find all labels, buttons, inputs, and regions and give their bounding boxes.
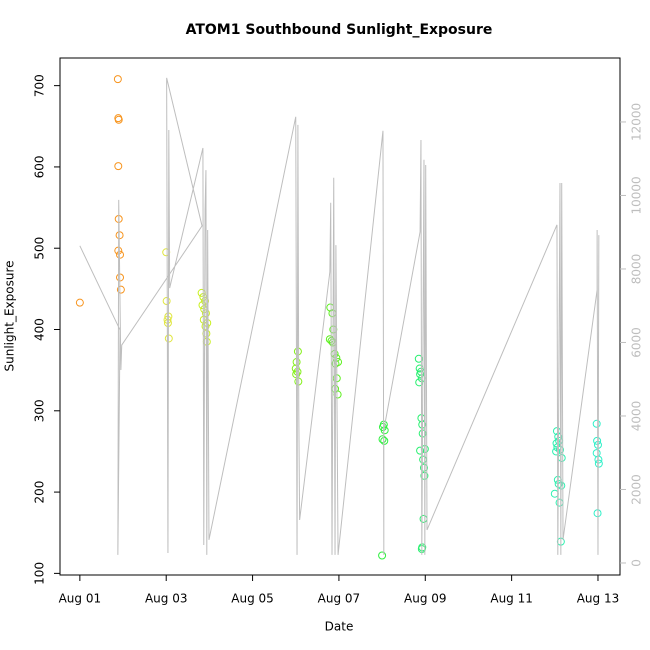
point (116, 250, 125, 259)
point (557, 453, 566, 462)
point (419, 455, 428, 464)
x-tick-label: Aug 03 (145, 592, 188, 606)
point (378, 551, 387, 560)
point (593, 436, 602, 445)
y-tick-label: 200 (33, 481, 47, 504)
x-tick-label: Aug 13 (577, 592, 620, 606)
point (592, 419, 601, 428)
point (594, 459, 603, 468)
plot-box (59, 57, 621, 576)
point (162, 297, 171, 306)
y-tick-label: 700 (33, 74, 47, 97)
y2-tick-label: 0 (630, 559, 644, 567)
y-tick-label: 600 (33, 155, 47, 178)
chart-title: ATOM1 Southbound Sunlight_Exposure (186, 22, 493, 38)
x-tick-label: Aug 07 (318, 592, 361, 606)
point (416, 370, 425, 379)
y2-tick-label: 8000 (630, 254, 644, 285)
y2-tick-label: 4000 (630, 401, 644, 432)
y-tick-label: 300 (33, 399, 47, 422)
point (113, 75, 122, 84)
point (75, 298, 84, 307)
y-axis-title: Sunlight_Exposure (3, 261, 17, 372)
point (414, 354, 423, 363)
y-tick-label: 400 (33, 318, 47, 341)
y2-tick-label: 6000 (630, 327, 644, 358)
point (416, 446, 425, 455)
line (79, 77, 600, 555)
x-tick-label: Aug 11 (490, 592, 533, 606)
y-tick-label: 500 (33, 237, 47, 260)
point (555, 445, 564, 454)
point (419, 463, 428, 472)
point (592, 449, 601, 458)
x-tick-label: Aug 01 (59, 592, 102, 606)
x-tick-label: Aug 09 (404, 592, 447, 606)
y2-tick-label: 2000 (630, 474, 644, 505)
x-tick-label: Aug 05 (231, 592, 274, 606)
y2-tick-label: 12000 (630, 103, 644, 141)
y-tick-label: 100 (33, 562, 47, 585)
point (419, 514, 428, 523)
point (378, 435, 387, 444)
point (552, 439, 561, 448)
point (197, 288, 206, 297)
point (555, 498, 564, 507)
point (116, 285, 125, 294)
y2-tick-label: 10000 (630, 176, 644, 214)
point (552, 447, 561, 456)
point (114, 162, 123, 171)
x-axis-title: Date (325, 620, 354, 634)
point (114, 115, 123, 124)
